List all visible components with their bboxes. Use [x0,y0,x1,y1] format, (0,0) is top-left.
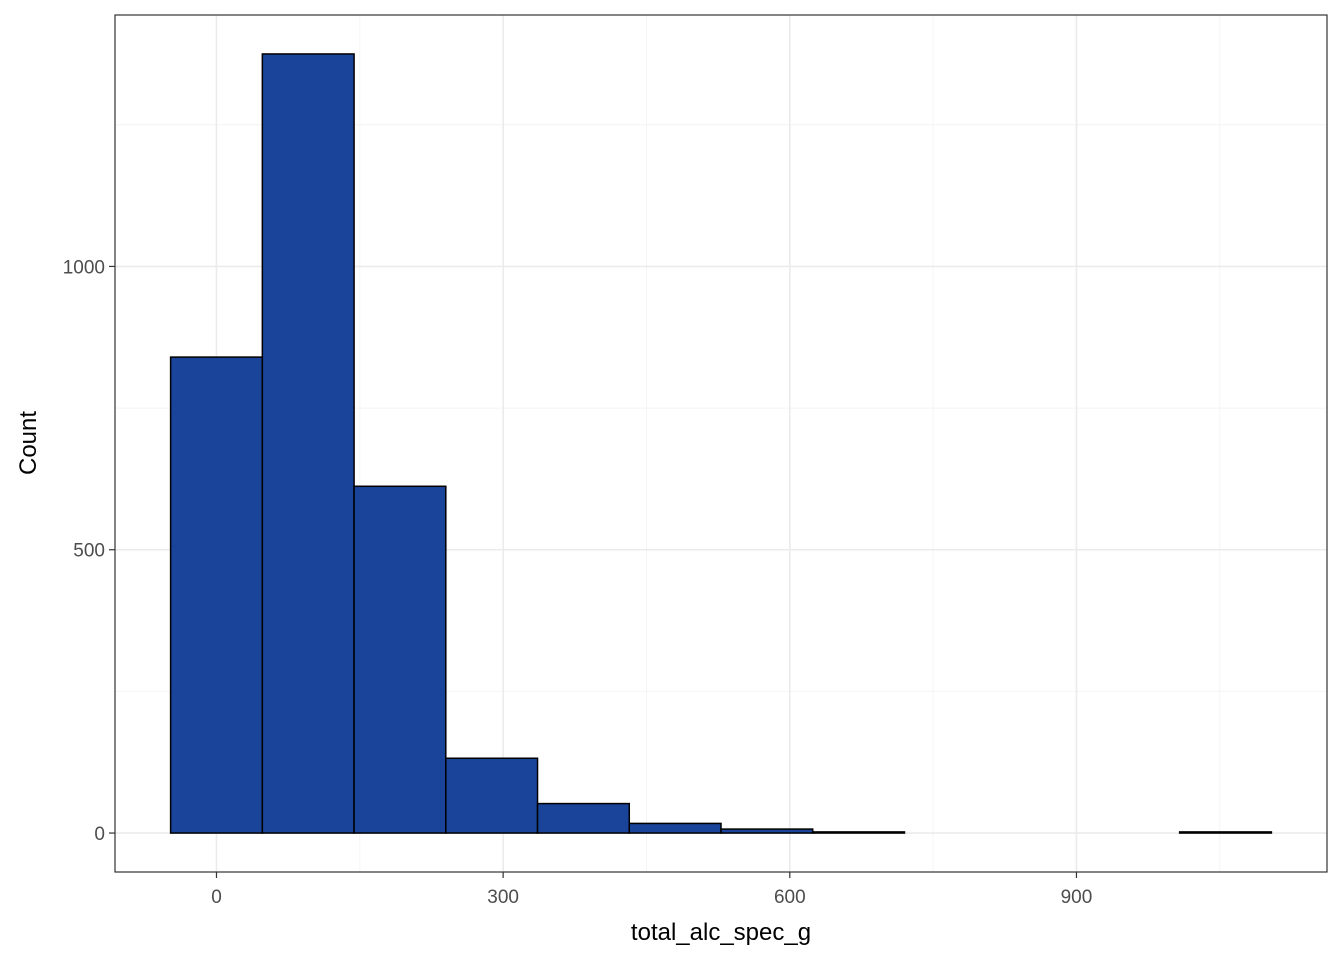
histogram-bar [1178,831,1273,834]
histogram-bar [628,822,722,834]
y-tick-label: 0 [94,824,105,845]
x-axis-title: total_alc_spec_g [631,919,811,946]
major-gridlines [115,15,1327,872]
histogram-bar [811,831,906,834]
y-tick-label: 500 [73,541,105,562]
histogram-bar [720,828,814,834]
histogram-bar [261,53,355,834]
x-tick-label: 600 [774,887,806,908]
histogram-bar [445,757,539,834]
x-tick-label: 300 [487,887,519,908]
y-axis-title: Count [15,411,42,475]
y-tick-label: 1000 [63,257,105,278]
histogram-bar [536,802,631,834]
minor-gridlines [115,15,1327,872]
x-tick-label: 900 [1061,887,1093,908]
x-axis-ticks: 0 300 600 900 [211,872,1092,908]
panel-border [114,14,1328,873]
histogram-bars [169,53,1273,834]
x-tick-label: 0 [211,887,222,908]
y-axis-ticks: 0 500 1000 [63,257,115,845]
histogram-bar [353,485,447,834]
histogram-bar [169,356,264,834]
